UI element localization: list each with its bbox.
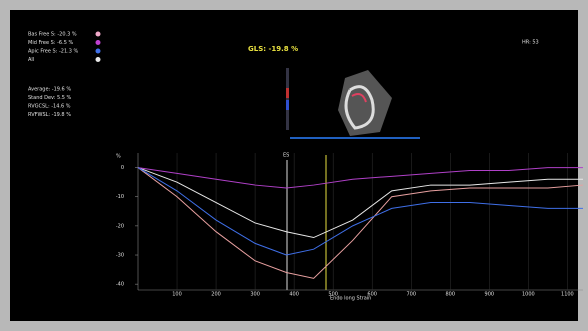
y-tick-label: -20 <box>116 223 124 229</box>
x-tick-label: 500 <box>328 292 338 298</box>
legend-dot <box>96 57 101 62</box>
x-tick-label: 700 <box>406 292 416 298</box>
legend-dot <box>96 40 101 45</box>
stat: Average: -19.6 % <box>28 87 71 93</box>
x-tick-label: 400 <box>289 292 299 298</box>
x-tick-label: 1000 <box>522 292 535 298</box>
es-label: ES <box>283 153 289 159</box>
x-tick-label: 300 <box>250 292 260 298</box>
x-tick-label: 900 <box>485 292 495 298</box>
screen: GLS: -19.8 % HR: 53 ES % Endo long Strai… <box>0 0 588 331</box>
legend-dot <box>96 49 101 54</box>
gls: GLS: -19.8 % <box>248 45 298 53</box>
y-tick-label: 0 <box>121 165 124 171</box>
color-bar-blue <box>286 100 289 110</box>
x-tick-label: 100 <box>172 292 182 298</box>
y-tick-label: -40 <box>116 282 124 288</box>
hr: HR: 53 <box>522 40 539 46</box>
stat: RVGCSL: -14.6 % <box>28 104 71 110</box>
legend-label: All <box>28 57 34 63</box>
y-tick-label: -10 <box>116 194 124 200</box>
x-tick-label: 800 <box>446 292 456 298</box>
legend-label: Apic Free S: -21.3 % <box>28 49 78 55</box>
page: GLS: -19.8 % HR: 53 ES % Endo long Strai… <box>0 0 588 331</box>
legend-label: Mid Free S: -6.5 % <box>28 40 73 46</box>
y-axis-label: % <box>116 154 121 160</box>
x-tick-label: 200 <box>211 292 221 298</box>
x-tick-label: 1100 <box>561 292 574 298</box>
x-tick-label: 600 <box>367 292 377 298</box>
color-bar <box>286 68 289 130</box>
legend-label: Bas Free S: -20.3 % <box>28 32 77 38</box>
stat: RVFWSL: -19.8 % <box>28 112 71 118</box>
color-bar-red <box>286 88 289 98</box>
legend-dot <box>96 32 101 37</box>
y-tick-label: -30 <box>116 253 124 259</box>
stat: Stand Dev: 5.5 % <box>28 95 72 101</box>
